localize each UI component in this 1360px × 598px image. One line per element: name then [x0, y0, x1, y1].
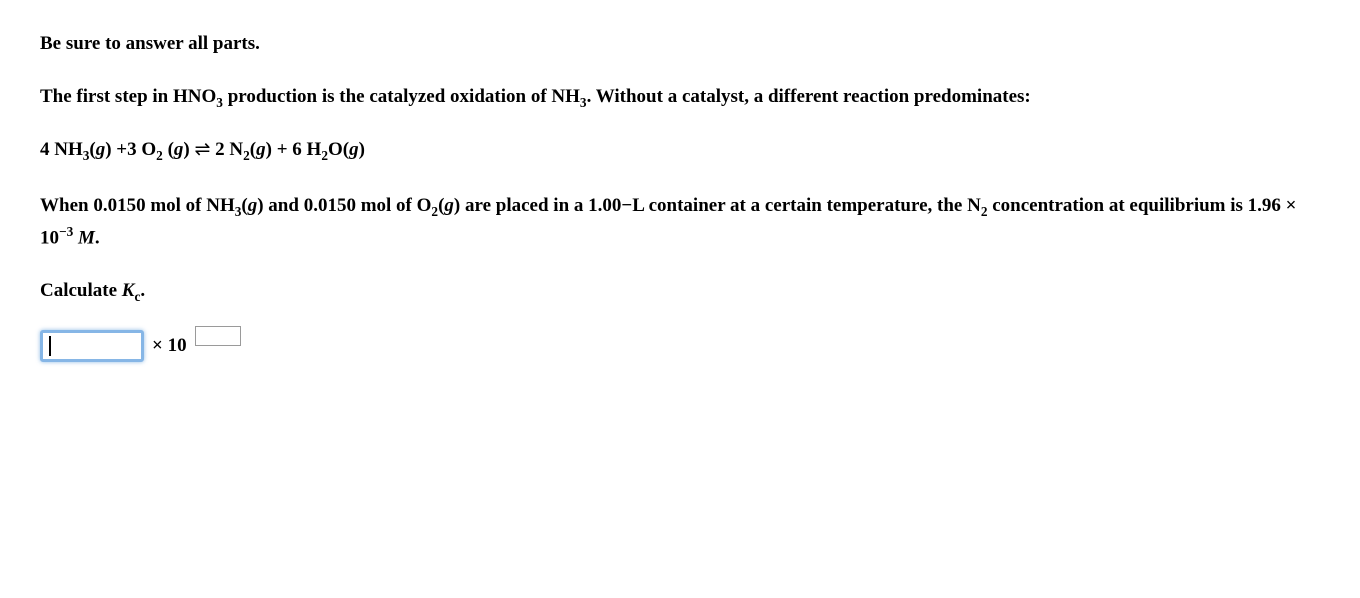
- text: 2 N: [210, 139, 243, 160]
- sub: 2: [321, 148, 328, 163]
- state: g: [248, 195, 258, 216]
- text: production is the catalyzed oxidation of…: [223, 86, 580, 107]
- text: .: [140, 280, 145, 301]
- state: g: [174, 139, 184, 160]
- instruction-line: Be sure to answer all parts.: [40, 30, 1320, 59]
- text: . Without a catalyst, a different reacti…: [587, 86, 1031, 107]
- conditions-paragraph: When 0.0150 mol of NH3(g) and 0.0150 mol…: [40, 192, 1320, 253]
- exponent-input[interactable]: [195, 326, 241, 346]
- state: g: [256, 139, 266, 160]
- state: g: [444, 195, 454, 216]
- text: 4 NH: [40, 139, 83, 160]
- sub: 3: [580, 94, 587, 109]
- text: Calculate: [40, 280, 122, 301]
- symbol: K: [122, 280, 135, 301]
- text: ) are placed in a 1.00−L container at a …: [454, 195, 981, 216]
- text: ): [359, 139, 365, 160]
- text: (: [163, 139, 174, 160]
- text: ) and 0.0150 mol of O: [257, 195, 431, 216]
- text: ) +3 O: [105, 139, 156, 160]
- unit: M: [78, 227, 95, 248]
- sup: −3: [59, 224, 73, 239]
- sub: 3: [216, 94, 223, 109]
- text: O(: [328, 139, 349, 160]
- text-cursor: [49, 336, 51, 356]
- sub: 2: [156, 148, 163, 163]
- text: When 0.0150 mol of NH: [40, 195, 235, 216]
- text: ) + 6 H: [266, 139, 322, 160]
- equilibrium-arrow: ⇌: [194, 139, 210, 160]
- state: g: [96, 139, 106, 160]
- coefficient-input[interactable]: [40, 330, 144, 362]
- times-ten-label: × 10: [152, 332, 187, 361]
- chemical-equation: 4 NH3(g) +3 O2 (g) ⇌ 2 N2(g) + 6 H2O(g): [40, 136, 1320, 166]
- calculate-line: Calculate Kc.: [40, 277, 1320, 307]
- text: The first step in HNO: [40, 86, 216, 107]
- state: g: [349, 139, 359, 160]
- answer-row: × 10: [40, 330, 1320, 362]
- intro-paragraph: The first step in HNO3 production is the…: [40, 83, 1320, 113]
- sub: 2: [243, 148, 250, 163]
- text: ): [183, 139, 194, 160]
- text: .: [95, 227, 100, 248]
